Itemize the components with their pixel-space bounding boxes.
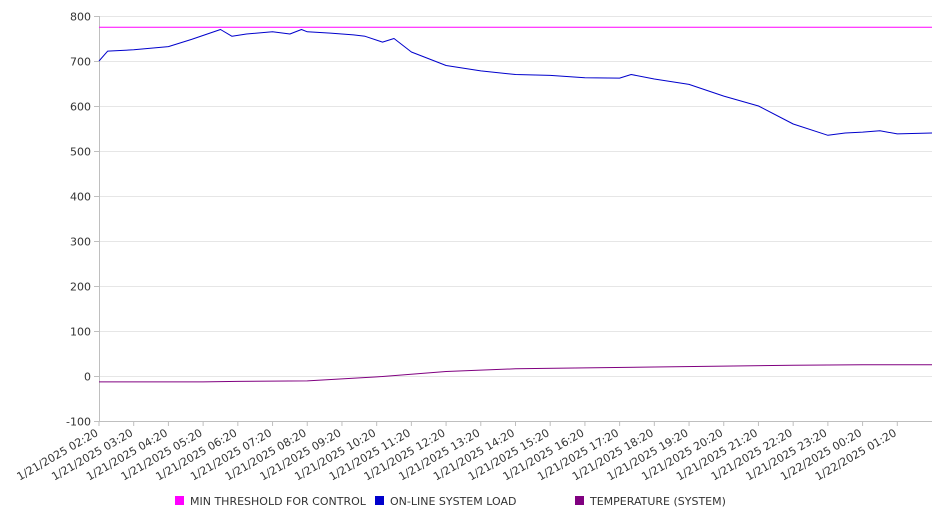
y-tick-label: 100 (70, 326, 91, 339)
gridlines (99, 16, 932, 377)
y-tick-label: -100 (66, 416, 91, 429)
series-line-3 (99, 364, 932, 383)
x-axis-ticks: 1/21/2025 02:201/21/2025 03:201/21/2025 … (15, 421, 899, 483)
y-tick-label: 800 (70, 11, 91, 24)
y-tick-label: 500 (70, 146, 91, 159)
legend: MIN THRESHOLD FOR CONTROL ON-LINE SYSTEM … (175, 495, 726, 508)
y-tick-label: 700 (70, 56, 91, 69)
legend-swatch (175, 496, 184, 505)
axes (99, 16, 932, 422)
legend-swatch (575, 496, 584, 505)
y-tick-label: 400 (70, 191, 91, 204)
series-lines (98, 26, 933, 383)
legend-label: ON-LINE SYSTEM LOAD (390, 495, 516, 508)
series-line-2 (98, 29, 933, 136)
legend-label: TEMPERATURE (SYSTEM) (589, 495, 726, 508)
y-tick-label: 200 (70, 281, 91, 294)
y-axis-ticks: -100 0 100 200 300 400 500 600 700 800 (66, 11, 99, 429)
y-tick-label: 600 (70, 101, 91, 114)
legend-label: MIN THRESHOLD FOR CONTROL (190, 495, 367, 508)
y-tick-label: 0 (84, 371, 91, 384)
y-tick-label: 300 (70, 236, 91, 249)
legend-swatch (375, 496, 384, 505)
